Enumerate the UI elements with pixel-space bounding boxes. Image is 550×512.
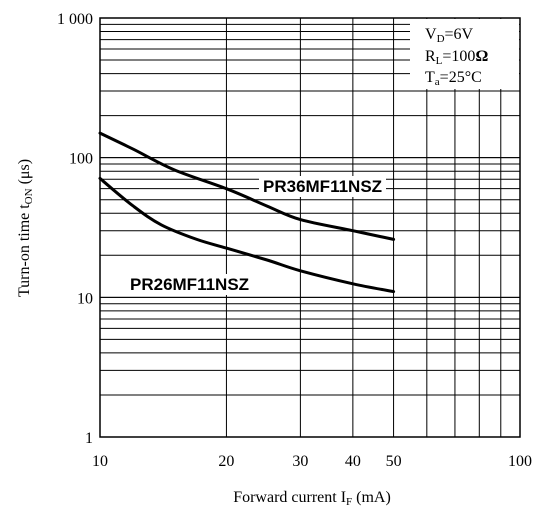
x-tick-label: 20 bbox=[218, 453, 234, 470]
series-line-pr36mf11nsz bbox=[98, 131, 396, 241]
plot-frame bbox=[99, 17, 521, 438]
series-curves bbox=[98, 131, 396, 294]
tick-labels: 10 20 30 40 50 100 1 10 100 1 000 bbox=[57, 11, 532, 470]
conditions-legend: VD=6V RL=100Ω Ta=25°C bbox=[425, 26, 488, 88]
conditions-box bbox=[410, 19, 519, 89]
x-tick-label: 30 bbox=[292, 453, 308, 470]
y-tick-label: 10 bbox=[77, 290, 93, 307]
y-tick-label: 1 bbox=[85, 430, 93, 447]
series-label-background bbox=[259, 176, 386, 197]
series-label-pr36mf11nsz: PR36MF11NSZ bbox=[263, 177, 382, 196]
series-labels: PR36MF11NSZ PR26MF11NSZ bbox=[126, 176, 386, 295]
y-tick-label: 100 bbox=[69, 151, 93, 168]
x-tick-label: 100 bbox=[508, 453, 532, 470]
condition-rl: RL=100Ω bbox=[425, 48, 488, 67]
series-label-pr26mf11nsz: PR26MF11NSZ bbox=[130, 275, 249, 294]
condition-vd: VD=6V bbox=[425, 26, 474, 45]
series-label-background bbox=[126, 274, 253, 295]
y-axis-label: Turn-on time tON (μs) bbox=[16, 159, 35, 297]
x-axis-label: Forward current IF (mA) bbox=[233, 489, 391, 508]
condition-ta: Ta=25°C bbox=[425, 69, 482, 88]
x-tick-label: 50 bbox=[386, 453, 402, 470]
x-tick-label: 10 bbox=[92, 453, 108, 470]
y-tick-label: 1 000 bbox=[57, 11, 93, 28]
series-line-pr26mf11nsz bbox=[98, 176, 396, 294]
x-tick-label: 40 bbox=[345, 453, 361, 470]
